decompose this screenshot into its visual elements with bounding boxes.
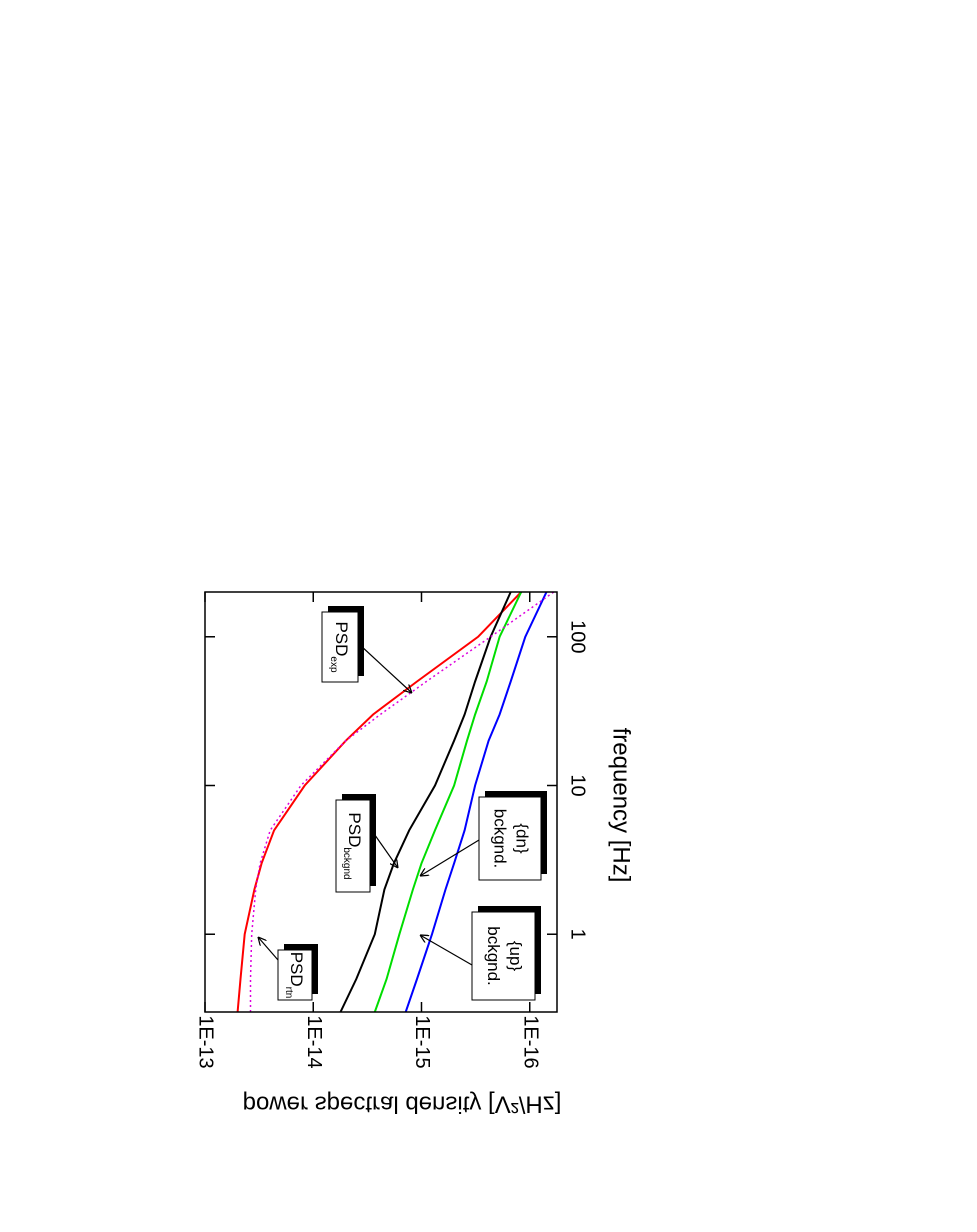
annotation-text: bckgnd. [484,926,503,986]
annotation-box [277,949,313,1001]
x-tick-label: 1 [567,929,589,940]
annotation-box [335,799,371,893]
annotation-arrow [420,935,473,966]
series-line [236,592,522,1012]
annotation-text: bckgnd. [491,809,510,869]
y-axis-title: power spectral density [V²/Hz] [243,1091,562,1118]
annotation-arrow [420,839,480,876]
series-line [404,592,548,1012]
plot-frame [204,591,558,1013]
y-tick-label: 1E-15 [411,1015,433,1068]
annotation-arrow [359,644,412,693]
y-tick-label: 1E-13 [195,1015,217,1068]
series-line [373,592,523,1012]
annotation-label: PSDrtn [283,952,305,999]
x-tick-label: 10 [567,774,589,796]
series-line [249,592,555,1012]
annotation-text: PSD [287,952,306,987]
series-line [339,592,512,1012]
annotation-text: PSD [332,621,351,656]
annotation-label: PSDbckgnd [341,812,363,879]
annotation-sub: bckgnd [341,847,352,879]
annotation-label: PSDexp [328,621,350,673]
x-tick-label: 100 [567,620,589,653]
annotation-text: {up} [506,941,525,972]
annotation-box [471,911,536,1001]
annotation-box [321,611,359,683]
annotation-text: {dn} [513,823,532,854]
annotation-sub: exp [328,656,339,673]
plot-area [236,592,555,1012]
y-tick-label: 1E-16 [519,1015,541,1068]
annotation-sub: rtn [283,987,294,999]
annotation-text: PSD [345,812,364,847]
annotation-box [478,796,542,881]
x-axis-title: frequency [Hz] [608,728,635,883]
annotation-arrow [258,937,279,961]
y-tick-label: 1E-14 [303,1015,325,1068]
